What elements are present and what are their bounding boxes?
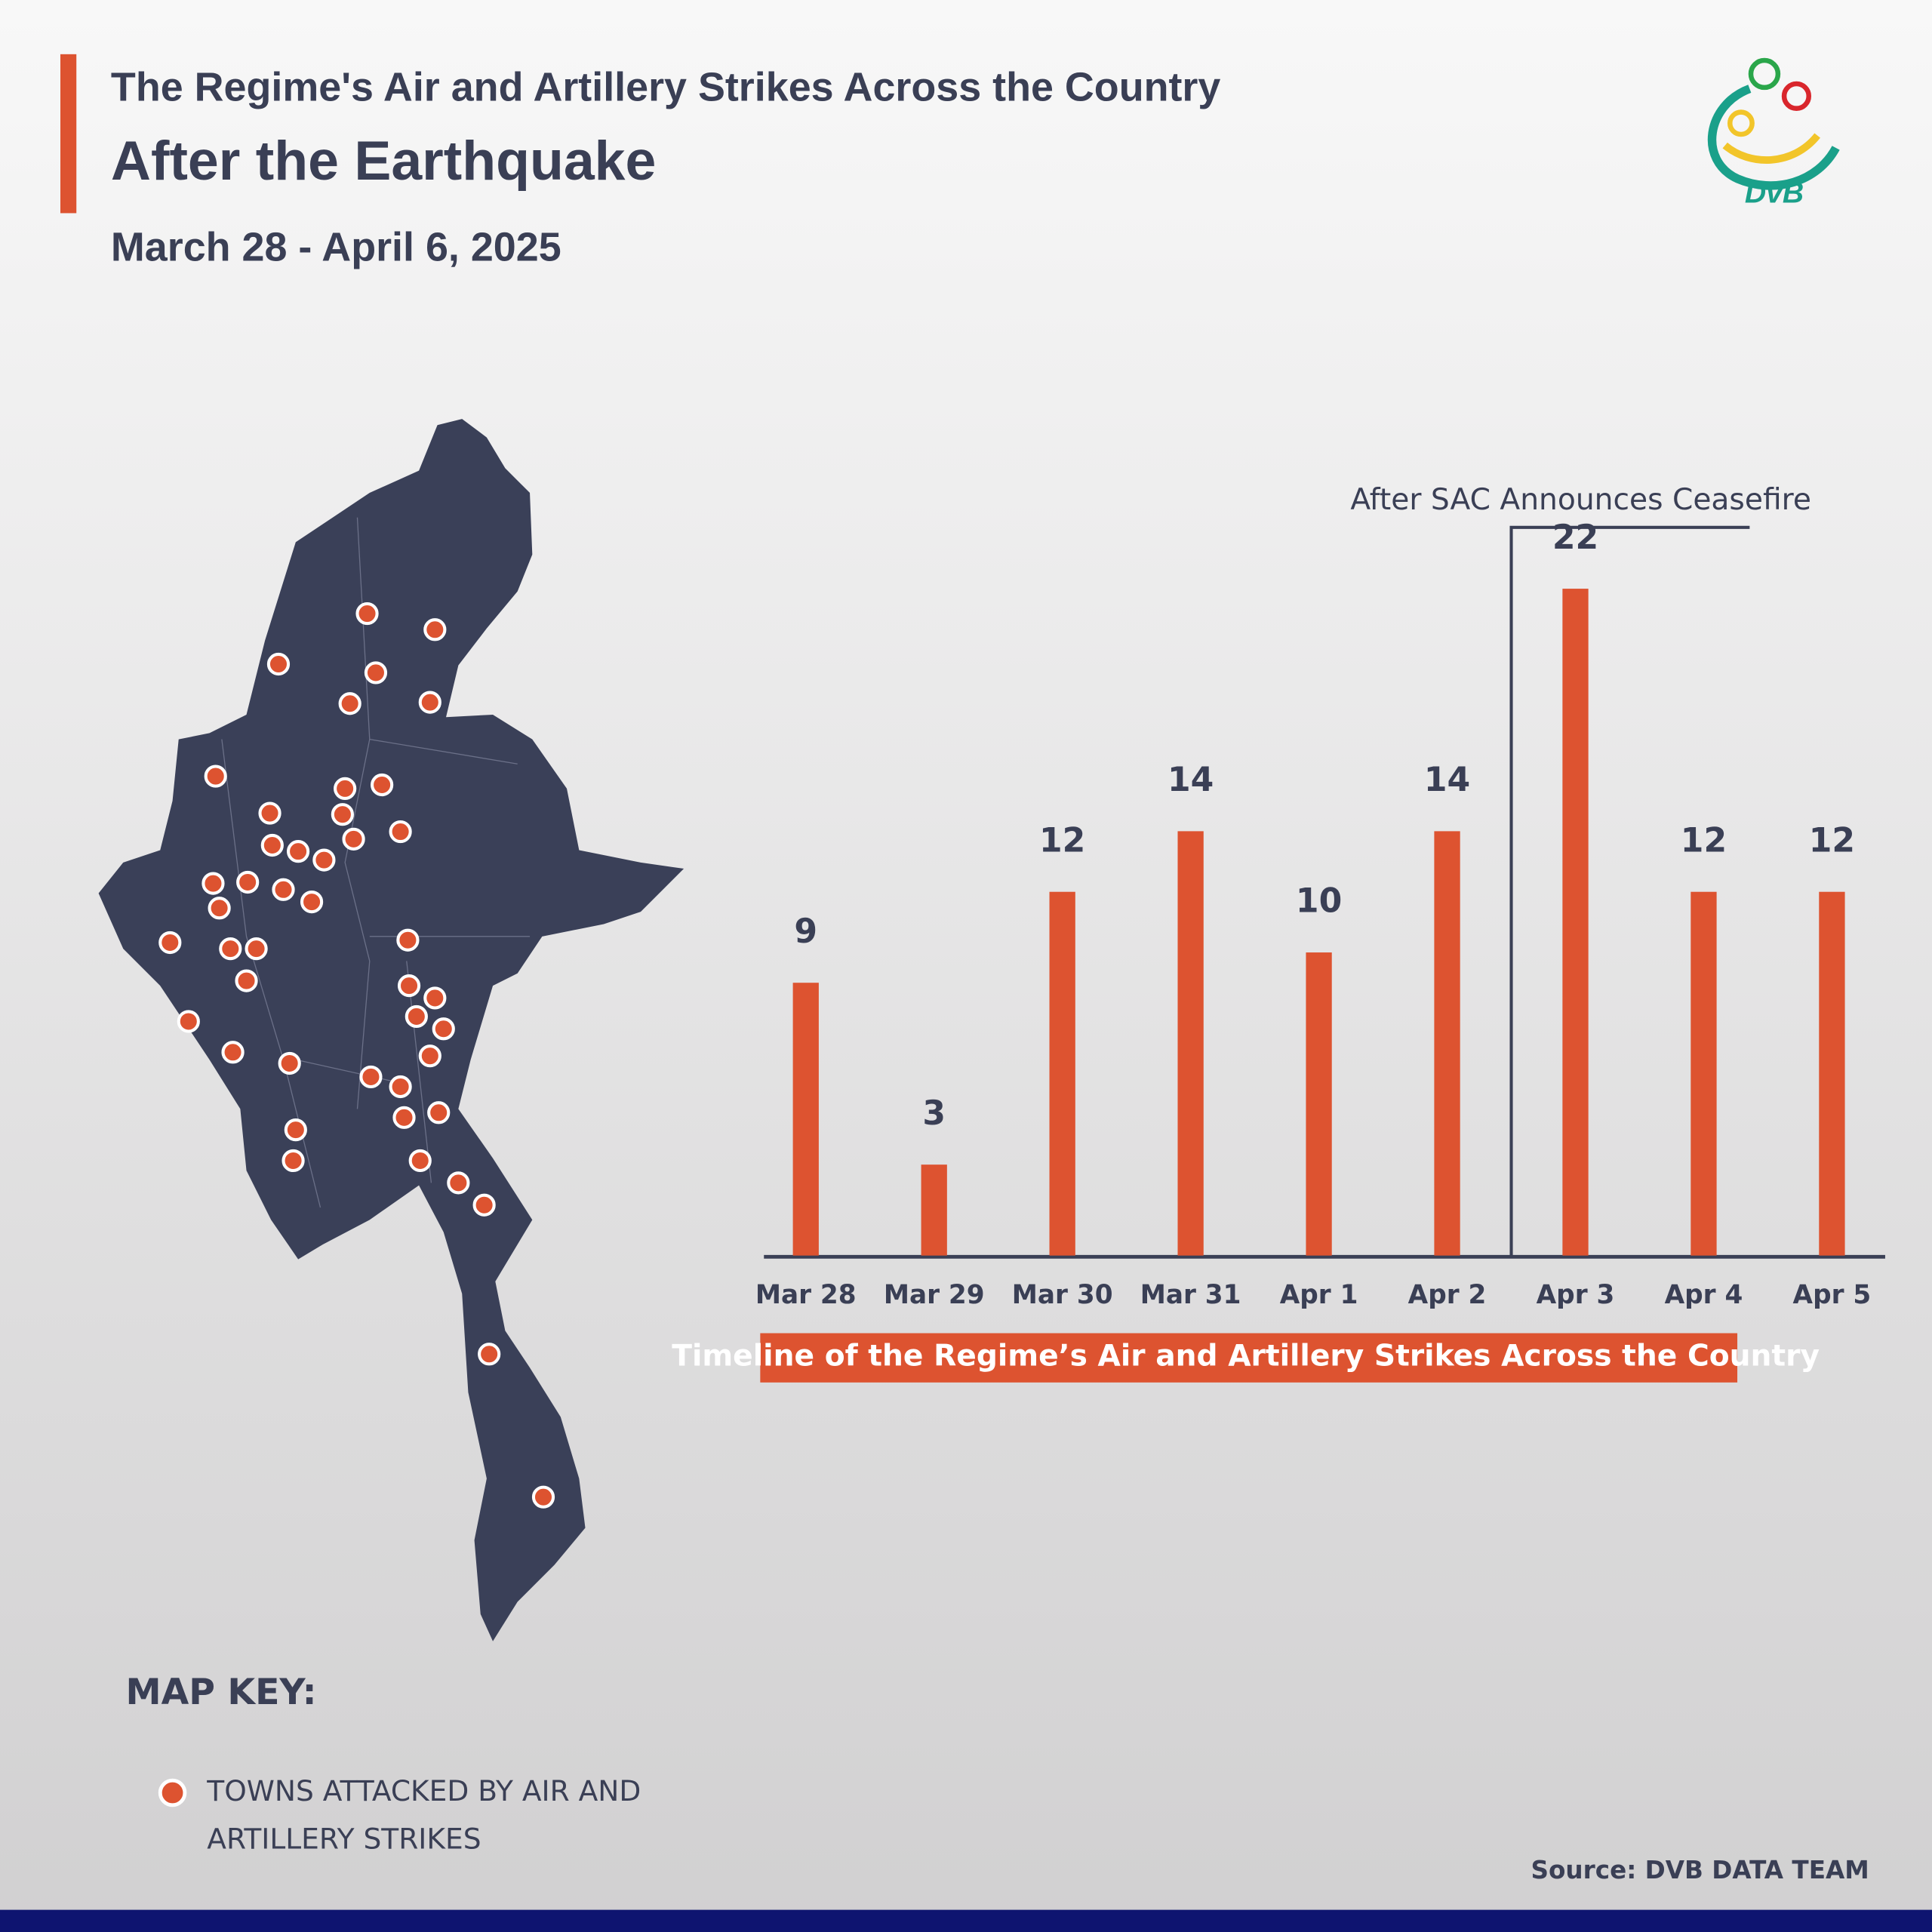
town-dot	[208, 897, 231, 920]
value-label: 12	[1681, 821, 1727, 860]
logo-text: DvB	[1745, 177, 1804, 209]
value-label: 12	[1809, 821, 1855, 860]
value-label: 10	[1296, 882, 1342, 921]
town-dot	[245, 937, 268, 961]
caption-box	[760, 1333, 1738, 1383]
town-dot	[472, 1193, 496, 1217]
town-dot	[287, 840, 310, 863]
country-outline	[98, 419, 685, 1641]
x-tick-label: Mar 31	[1140, 1280, 1241, 1310]
value-label: 9	[794, 912, 817, 951]
logo-figure	[1748, 57, 1781, 91]
town-dot	[396, 928, 420, 952]
town-dot	[177, 1010, 200, 1033]
town-dot	[531, 1485, 555, 1509]
logo-swirl	[1707, 85, 1840, 190]
x-tick-label: Apr 4	[1665, 1280, 1743, 1310]
bar	[1306, 952, 1332, 1256]
bar-chart: After SAC Announces Ceasefire Timeline o…	[672, 483, 1885, 1383]
value-label: 12	[1039, 821, 1085, 860]
x-tick-label: Apr 5	[1793, 1280, 1872, 1310]
town-dot	[260, 833, 284, 857]
town-dot	[427, 1101, 451, 1124]
map	[98, 419, 685, 1641]
footer-band	[0, 1909, 1932, 1932]
bar	[792, 983, 819, 1256]
chart-caption: Timeline of the Regime’s Air and Artille…	[672, 1340, 1820, 1374]
value-label: 14	[1424, 761, 1470, 799]
logo-figure	[1781, 81, 1811, 111]
x-tick-label: Apr 3	[1537, 1280, 1615, 1310]
bar	[1434, 831, 1460, 1256]
annotation-bracket	[1509, 525, 1750, 1256]
header-subtitle: After the Earthquake	[111, 129, 656, 192]
town-dot	[236, 870, 260, 894]
bar	[1690, 891, 1717, 1256]
town-dot	[284, 1118, 307, 1142]
x-tick-label: Apr 2	[1408, 1280, 1487, 1310]
x-tick-label: Mar 29	[884, 1280, 985, 1310]
logo-figure	[1727, 109, 1755, 137]
town-dot	[418, 1044, 441, 1068]
town-dot	[432, 1017, 455, 1041]
x-tick-label: Mar 30	[1012, 1280, 1113, 1310]
town-dot	[364, 661, 388, 685]
town-dot	[158, 931, 182, 955]
town-dot	[389, 820, 412, 844]
town-dot	[272, 878, 295, 901]
legend-label: ARTILLERY STRIKES	[207, 1823, 481, 1856]
legend-dot	[158, 1778, 187, 1807]
header-title: The Regime's Air and Artillery Strikes A…	[111, 64, 1220, 109]
town-dot	[235, 969, 258, 992]
town-dot	[359, 1065, 383, 1089]
logo: DvB	[1707, 57, 1840, 209]
x-tick-label: Apr 1	[1280, 1280, 1358, 1310]
source: Source: DVB DATA TEAM	[1531, 1856, 1869, 1884]
town-dot	[221, 1041, 245, 1064]
logo-swirl	[1722, 133, 1820, 164]
town-dot	[408, 1149, 432, 1173]
town-dot	[334, 777, 357, 800]
region-borders	[221, 517, 531, 1208]
value-label: 3	[922, 1094, 946, 1133]
town-dot	[478, 1343, 501, 1366]
town-dot	[447, 1171, 470, 1195]
header-accent	[60, 54, 77, 214]
bar	[1049, 891, 1075, 1256]
town-dot	[405, 1004, 428, 1029]
town-dot	[342, 827, 365, 851]
bar	[921, 1164, 947, 1256]
bar	[1562, 589, 1589, 1256]
town-dot	[278, 1051, 301, 1075]
town-dot	[423, 618, 447, 641]
town-dot	[331, 803, 354, 826]
town-dot	[281, 1149, 305, 1173]
bar	[1177, 831, 1204, 1256]
town-dot	[418, 691, 441, 714]
town-dot	[371, 773, 394, 797]
town-dot	[389, 1075, 412, 1099]
date-range: March 28 - April 6, 2025	[111, 225, 561, 270]
value-label: 14	[1168, 761, 1214, 799]
town-dot	[204, 764, 227, 788]
value-label: 22	[1552, 518, 1598, 557]
town-dot	[300, 891, 324, 914]
town-dot	[219, 937, 242, 961]
town-dot	[202, 872, 225, 895]
annotation: After SAC Announces Ceasefire	[1350, 483, 1811, 517]
town-dot	[392, 1106, 416, 1129]
town-dot	[397, 974, 421, 998]
town-dot	[266, 652, 291, 676]
town-dot	[312, 848, 336, 872]
bar	[1819, 891, 1845, 1256]
x-tick-label: Mar 28	[755, 1280, 857, 1310]
map-key-title: MAP KEY:	[126, 1672, 317, 1713]
town-dot	[355, 601, 379, 626]
town-dot	[338, 692, 361, 715]
town-dot	[423, 986, 447, 1010]
legend-label: TOWNS ATTACKED BY AIR AND	[206, 1774, 641, 1807]
town-dot	[258, 801, 281, 825]
